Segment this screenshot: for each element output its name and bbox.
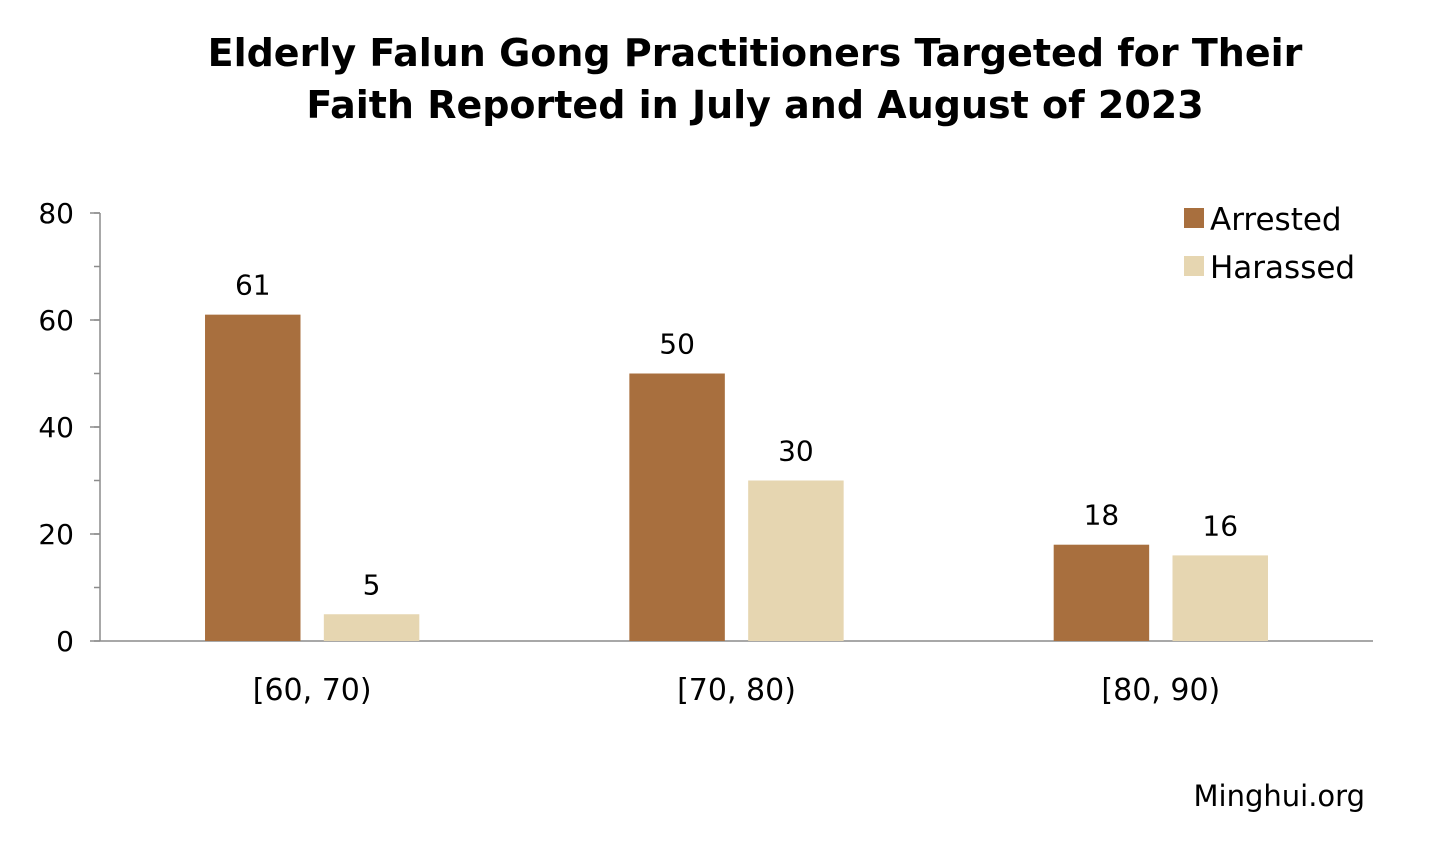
y-tick-label-0: 0 <box>56 625 74 658</box>
y-tick-label-1: 20 <box>38 518 74 551</box>
data-label-arrested-2: 18 <box>1084 499 1120 532</box>
source-label: Minghui.org <box>1194 779 1365 813</box>
bar-harassed-0 <box>323 614 420 641</box>
data-label-harassed-1: 30 <box>778 435 814 468</box>
y-tick-label-4: 80 <box>38 197 74 230</box>
bar-harassed-2 <box>1172 555 1268 641</box>
legend-swatch-harassed <box>1184 256 1204 276</box>
y-tick-label-2: 40 <box>38 411 74 444</box>
chart-title-line-1: Elderly Falun Gong Practitioners Targete… <box>208 31 1303 75</box>
legend: Arrested Harassed <box>1184 202 1355 286</box>
bars: 61 5 [60, 70) 50 30 [70, 80) 18 16 [80, 90) <box>205 269 1268 708</box>
legend-label-arrested: Arrested <box>1210 202 1342 238</box>
bar-harassed-1 <box>748 480 844 641</box>
x-tick-label-0: [60, 70) <box>253 673 372 708</box>
axes: 0 20 40 60 80 <box>38 197 1373 658</box>
y-tick-label-3: 60 <box>38 304 74 337</box>
data-label-harassed-2: 16 <box>1202 509 1238 542</box>
x-tick-label-1: [70, 80) <box>677 673 796 708</box>
legend-swatch-arrested <box>1184 208 1204 228</box>
x-tick-label-2: [80, 90) <box>1101 673 1220 708</box>
bar-arrested-2 <box>1053 544 1150 641</box>
chart-title-line-2: Faith Reported in July and August of 202… <box>306 83 1203 127</box>
data-label-arrested-0: 61 <box>235 269 271 302</box>
legend-label-harassed: Harassed <box>1210 250 1355 286</box>
data-label-harassed-0: 5 <box>363 568 381 601</box>
bar-arrested-1 <box>629 373 725 641</box>
data-label-arrested-1: 50 <box>659 328 695 361</box>
bar-arrested-0 <box>205 314 301 641</box>
